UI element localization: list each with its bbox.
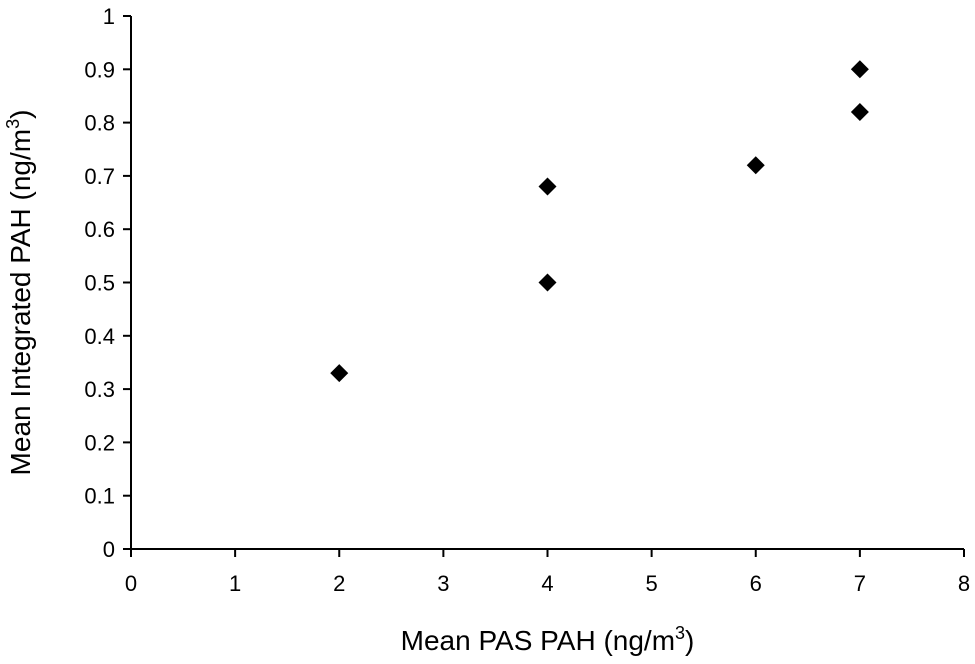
x-tick-label: 3 [437, 571, 449, 596]
y-tick-label: 0.8 [84, 111, 115, 136]
x-axis-title-text: Mean PAS PAH (ng/m [401, 625, 675, 656]
data-point [850, 102, 869, 121]
y-tick-label: 0.3 [84, 377, 115, 402]
y-tick-label: 0.9 [84, 57, 115, 82]
x-axis-title: Mean PAS PAH (ng/m3) [401, 623, 695, 656]
y-axis-title-text: Mean Integrated PAH (ng/m [5, 129, 36, 476]
y-tick-label: 0.7 [84, 164, 115, 189]
data-point [538, 177, 557, 196]
x-tick-label: 7 [854, 571, 866, 596]
y-tick-label: 0.6 [84, 217, 115, 242]
x-ticks: 0 1 2 3 4 5 6 7 8 [125, 549, 970, 596]
y-axis-title: Mean Integrated PAH (ng/m3) [3, 110, 36, 476]
data-point [538, 273, 557, 292]
y-ticks: 0 0.1 0.2 0.3 0.4 0.5 0.6 0.7 0.8 0.9 1 [84, 4, 131, 562]
y-tick-label: 0.5 [84, 271, 115, 296]
y-tick-label: 0.1 [84, 484, 115, 509]
data-point [330, 364, 349, 383]
x-axis-title-end: ) [685, 625, 694, 656]
y-axis-title-end: ) [5, 110, 36, 119]
y-tick-label: 0.4 [84, 324, 115, 349]
x-axis-title-superscript: 3 [675, 623, 685, 643]
y-tick-label: 1 [103, 4, 115, 29]
x-tick-label: 4 [541, 571, 553, 596]
x-tick-label: 5 [646, 571, 658, 596]
y-axis-title-superscript: 3 [3, 119, 23, 129]
y-tick-label: 0 [103, 537, 115, 562]
data-point [850, 60, 869, 79]
data-point [746, 156, 765, 175]
x-tick-label: 2 [333, 571, 345, 596]
x-tick-label: 6 [750, 571, 762, 596]
data-points [330, 60, 869, 383]
y-tick-label: 0.2 [84, 430, 115, 455]
x-tick-label: 0 [125, 571, 137, 596]
x-tick-label: 8 [958, 571, 970, 596]
x-tick-label: 1 [229, 571, 241, 596]
